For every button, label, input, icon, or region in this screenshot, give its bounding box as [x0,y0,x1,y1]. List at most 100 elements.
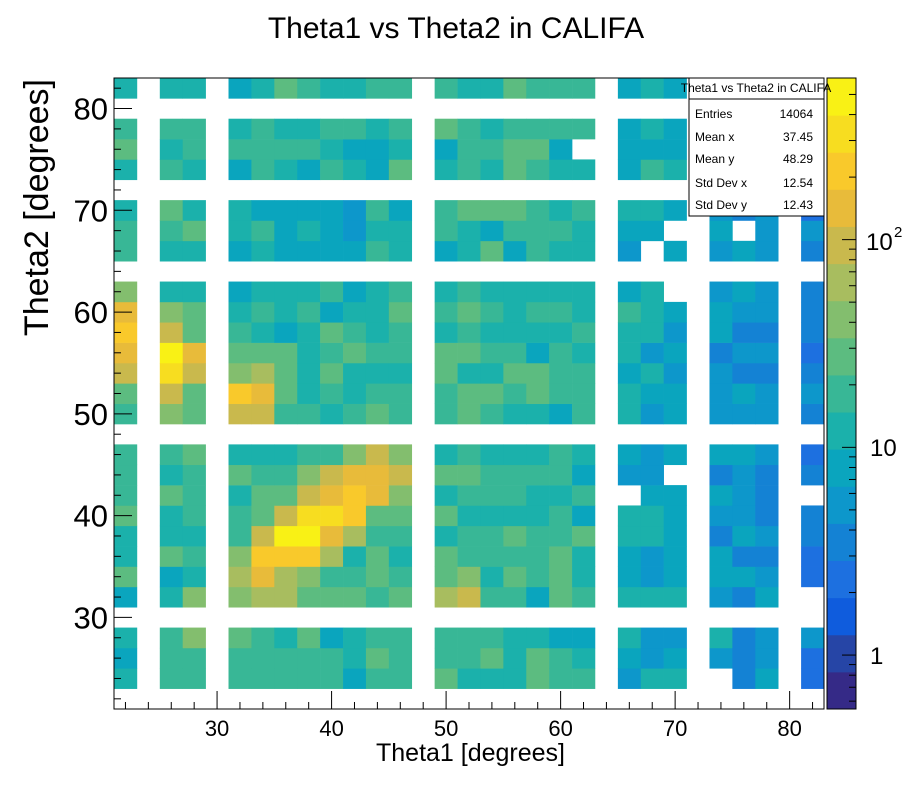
heatmap-cell [320,586,344,608]
heatmap-cell [434,139,458,160]
stats-value-std-dev-y: 12.43 [783,198,813,212]
colorbar-segment [827,412,856,450]
heatmap-cell [640,139,664,160]
x-tick-label: 80 [777,716,801,741]
y-tick-label: 70 [74,193,108,228]
heatmap-cell [640,301,664,323]
heatmap-cell [114,342,138,364]
heatmap-cell [343,301,367,323]
heatmap-cell [457,281,481,303]
heatmap-cell [159,444,184,466]
heatmap-cell [343,627,367,649]
heatmap-cell [549,444,573,466]
heatmap-cell [732,403,756,425]
heatmap-cell [297,403,321,425]
heatmap-cell [617,220,642,242]
heatmap-cell [572,403,596,425]
heatmap-cell [251,647,275,669]
heatmap-cell [663,485,687,506]
heatmap-cell [320,403,344,425]
heatmap-cell [343,342,367,364]
heatmap-cell [709,566,733,588]
heatmap-cell [480,566,504,588]
heatmap-cell [388,668,413,689]
heatmap-cell [320,220,344,242]
heatmap-cell [640,505,664,527]
heatmap-cell [159,464,184,486]
heatmap-cell [503,668,527,689]
heatmap-cell [480,322,504,343]
heatmap-cell [434,647,458,669]
heatmap-cell [572,647,596,669]
heatmap-cell [572,627,596,649]
colorbar-segment [827,634,856,673]
heatmap-cell [801,342,825,364]
heatmap-cell [709,301,733,323]
heatmap-cell [343,546,367,567]
heatmap-cell [572,342,596,364]
stats-value-std-dev-x: 12.54 [783,176,813,190]
heatmap-cell [274,668,298,689]
heatmap-cell [663,566,687,588]
heatmap-cell [617,139,642,160]
heatmap-cell [182,200,206,221]
heatmap-cell [297,383,321,404]
heatmap-cell [732,322,756,343]
heatmap-cell [388,240,413,262]
heatmap-cell [320,444,344,466]
heatmap-cell [755,566,779,588]
heatmap-cell [663,322,687,343]
heatmap-cell [503,403,527,425]
heatmap-cell [503,220,527,242]
heatmap-cell [297,464,321,486]
y-tick-label: 80 [74,92,108,127]
heatmap-cell [549,220,573,242]
heatmap-cell [297,118,321,140]
heatmap-cell [297,627,321,649]
heatmap-cell [617,362,642,384]
heatmap-cell [572,505,596,527]
heatmap-cell [274,403,298,425]
heatmap-cell [365,362,390,384]
heatmap-cell [343,647,367,669]
heatmap-cell [274,627,298,649]
chart-title: Theta1 vs Theta2 in CALIFA [268,12,644,45]
heatmap-cell [617,281,642,303]
heatmap-cell [388,464,413,486]
heatmap-cell [434,546,458,567]
heatmap-cell [709,525,733,547]
heatmap-cell [297,647,321,669]
heatmap-cell [480,444,504,466]
heatmap-cell [365,403,390,425]
heatmap-cell [251,403,275,425]
heatmap-cell [663,301,687,323]
heatmap-cell [457,444,481,466]
heatmap-cell [526,281,550,303]
heatmap-cell [663,525,687,547]
heatmap-cell [457,525,481,547]
heatmap-cell [549,566,573,588]
heatmap-cell [343,118,367,140]
heatmap-cell [526,301,550,323]
heatmap-cell [457,322,481,343]
heatmap-cell [182,627,206,649]
heatmap-cell [617,159,642,181]
heatmap-cell [365,240,390,262]
heatmap-cell [755,627,779,649]
stats-value-mean-x: 37.45 [783,130,813,144]
heatmap-cell [572,159,596,181]
heatmap-cell [114,546,138,567]
heatmap-cell [663,362,687,384]
heatmap-cell [709,444,733,466]
heatmap-cell [732,301,756,323]
heatmap-cell [388,566,413,588]
heatmap-cell [274,220,298,242]
heatmap-cell [572,383,596,404]
heatmap-cell [182,525,206,547]
heatmap-cell [549,546,573,567]
heatmap-cell [709,464,733,486]
heatmap-cell [732,525,756,547]
heatmap-cell [228,322,252,343]
heatmap-cell [663,200,687,221]
